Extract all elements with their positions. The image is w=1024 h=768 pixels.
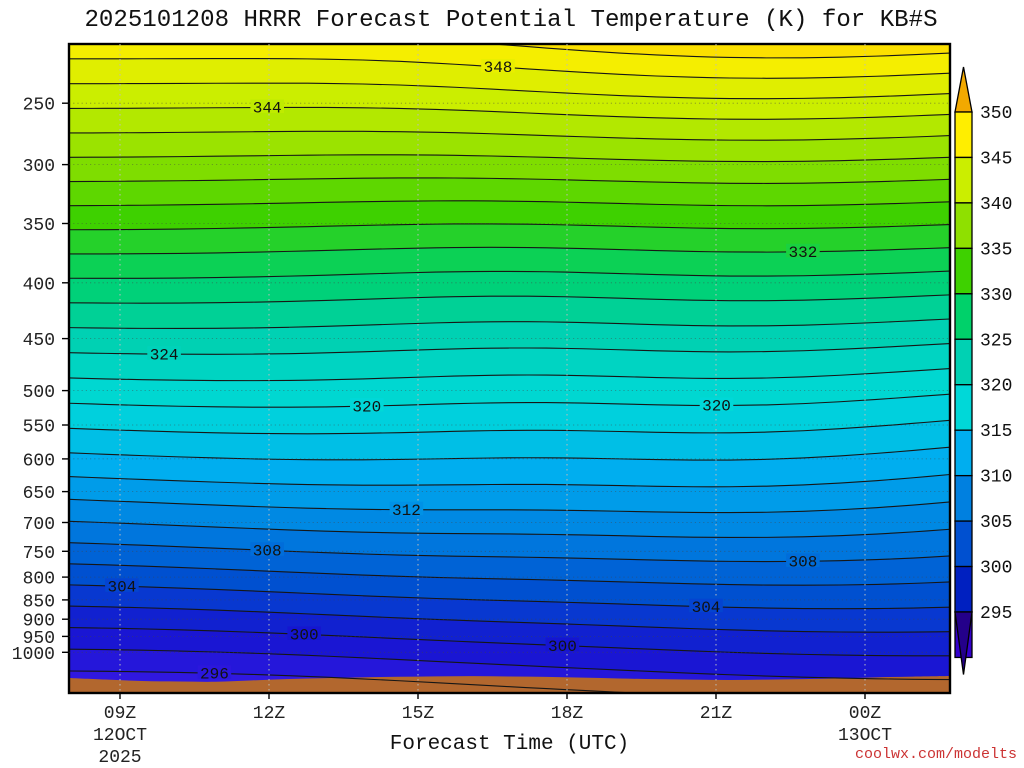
svg-text:650: 650	[23, 484, 55, 504]
svg-text:344: 344	[253, 100, 282, 118]
svg-text:308: 308	[788, 554, 817, 572]
svg-text:324: 324	[150, 346, 179, 364]
svg-text:345: 345	[980, 150, 1012, 170]
svg-text:21Z: 21Z	[700, 704, 733, 724]
svg-text:330: 330	[980, 286, 1012, 306]
svg-text:300: 300	[980, 559, 1012, 579]
svg-text:315: 315	[980, 422, 1012, 442]
svg-text:600: 600	[23, 451, 55, 471]
svg-text:320: 320	[980, 377, 1012, 397]
svg-text:310: 310	[980, 468, 1012, 488]
svg-text:09Z: 09Z	[104, 704, 137, 724]
svg-text:2025: 2025	[98, 748, 141, 768]
svg-text:350: 350	[980, 104, 1012, 124]
svg-text:750: 750	[23, 544, 55, 564]
svg-text:12OCT: 12OCT	[93, 726, 147, 746]
svg-text:coolwx.com/modelts: coolwx.com/modelts	[855, 746, 1017, 763]
svg-text:305: 305	[980, 513, 1012, 533]
svg-text:348: 348	[484, 59, 513, 77]
svg-text:1000: 1000	[12, 645, 55, 665]
svg-text:300: 300	[548, 638, 577, 656]
svg-text:304: 304	[692, 599, 721, 617]
svg-text:500: 500	[23, 383, 55, 403]
svg-text:250: 250	[23, 96, 55, 116]
svg-text:300: 300	[23, 157, 55, 177]
svg-text:18Z: 18Z	[551, 704, 584, 724]
svg-text:400: 400	[23, 275, 55, 295]
svg-text:332: 332	[788, 244, 817, 262]
svg-text:850: 850	[23, 592, 55, 612]
svg-text:325: 325	[980, 331, 1012, 351]
svg-text:320: 320	[702, 398, 731, 416]
svg-text:340: 340	[980, 195, 1012, 215]
svg-text:00Z: 00Z	[849, 704, 882, 724]
svg-text:13OCT: 13OCT	[838, 726, 892, 746]
svg-text:312: 312	[392, 502, 421, 520]
svg-text:320: 320	[352, 398, 381, 416]
svg-text:450: 450	[23, 331, 55, 351]
svg-text:335: 335	[980, 240, 1012, 260]
svg-text:700: 700	[23, 515, 55, 535]
svg-text:308: 308	[253, 543, 282, 561]
svg-text:2025101208 HRRR Forecast Poten: 2025101208 HRRR Forecast Potential Tempe…	[84, 7, 937, 34]
svg-text:300: 300	[290, 627, 319, 645]
svg-text:Forecast Time (UTC): Forecast Time (UTC)	[390, 733, 629, 756]
svg-text:304: 304	[107, 579, 136, 597]
svg-text:295: 295	[980, 604, 1012, 624]
svg-text:350: 350	[23, 216, 55, 236]
svg-text:550: 550	[23, 418, 55, 438]
svg-text:15Z: 15Z	[402, 704, 435, 724]
svg-text:296: 296	[200, 666, 229, 684]
svg-text:800: 800	[23, 570, 55, 590]
svg-text:12Z: 12Z	[253, 704, 286, 724]
